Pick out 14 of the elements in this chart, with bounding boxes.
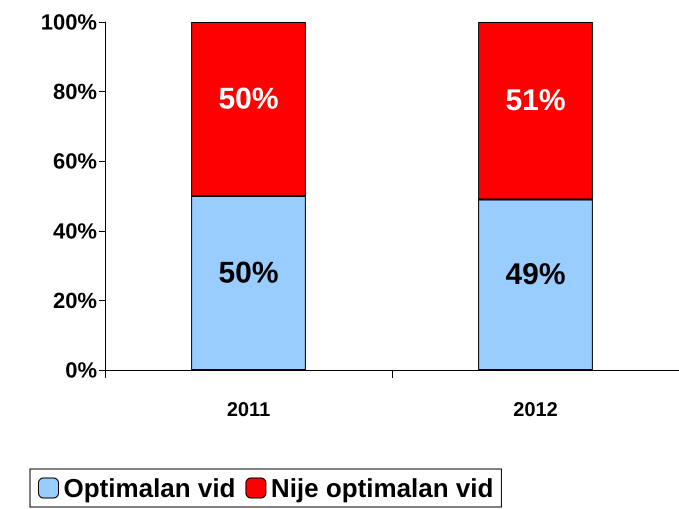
data-label: 50% [218, 82, 279, 116]
data-label: 50% [218, 256, 279, 290]
legend-label: Nije optimalan vid [270, 473, 494, 503]
y-tick-label: 60% [52, 148, 97, 174]
x-tick-label: 2012 [513, 399, 558, 421]
x-tick-label: 2011 [226, 399, 270, 421]
y-tick-label: 20% [52, 288, 97, 313]
y-tick-label: 100% [40, 10, 97, 34]
data-label: 51% [505, 84, 566, 118]
data-label: 49% [505, 258, 566, 292]
legend-label: Optimalan vid [64, 473, 236, 503]
y-tick-label: 80% [52, 79, 97, 104]
y-tick-label: 0% [65, 358, 97, 382]
y-tick-label: 40% [52, 218, 97, 244]
